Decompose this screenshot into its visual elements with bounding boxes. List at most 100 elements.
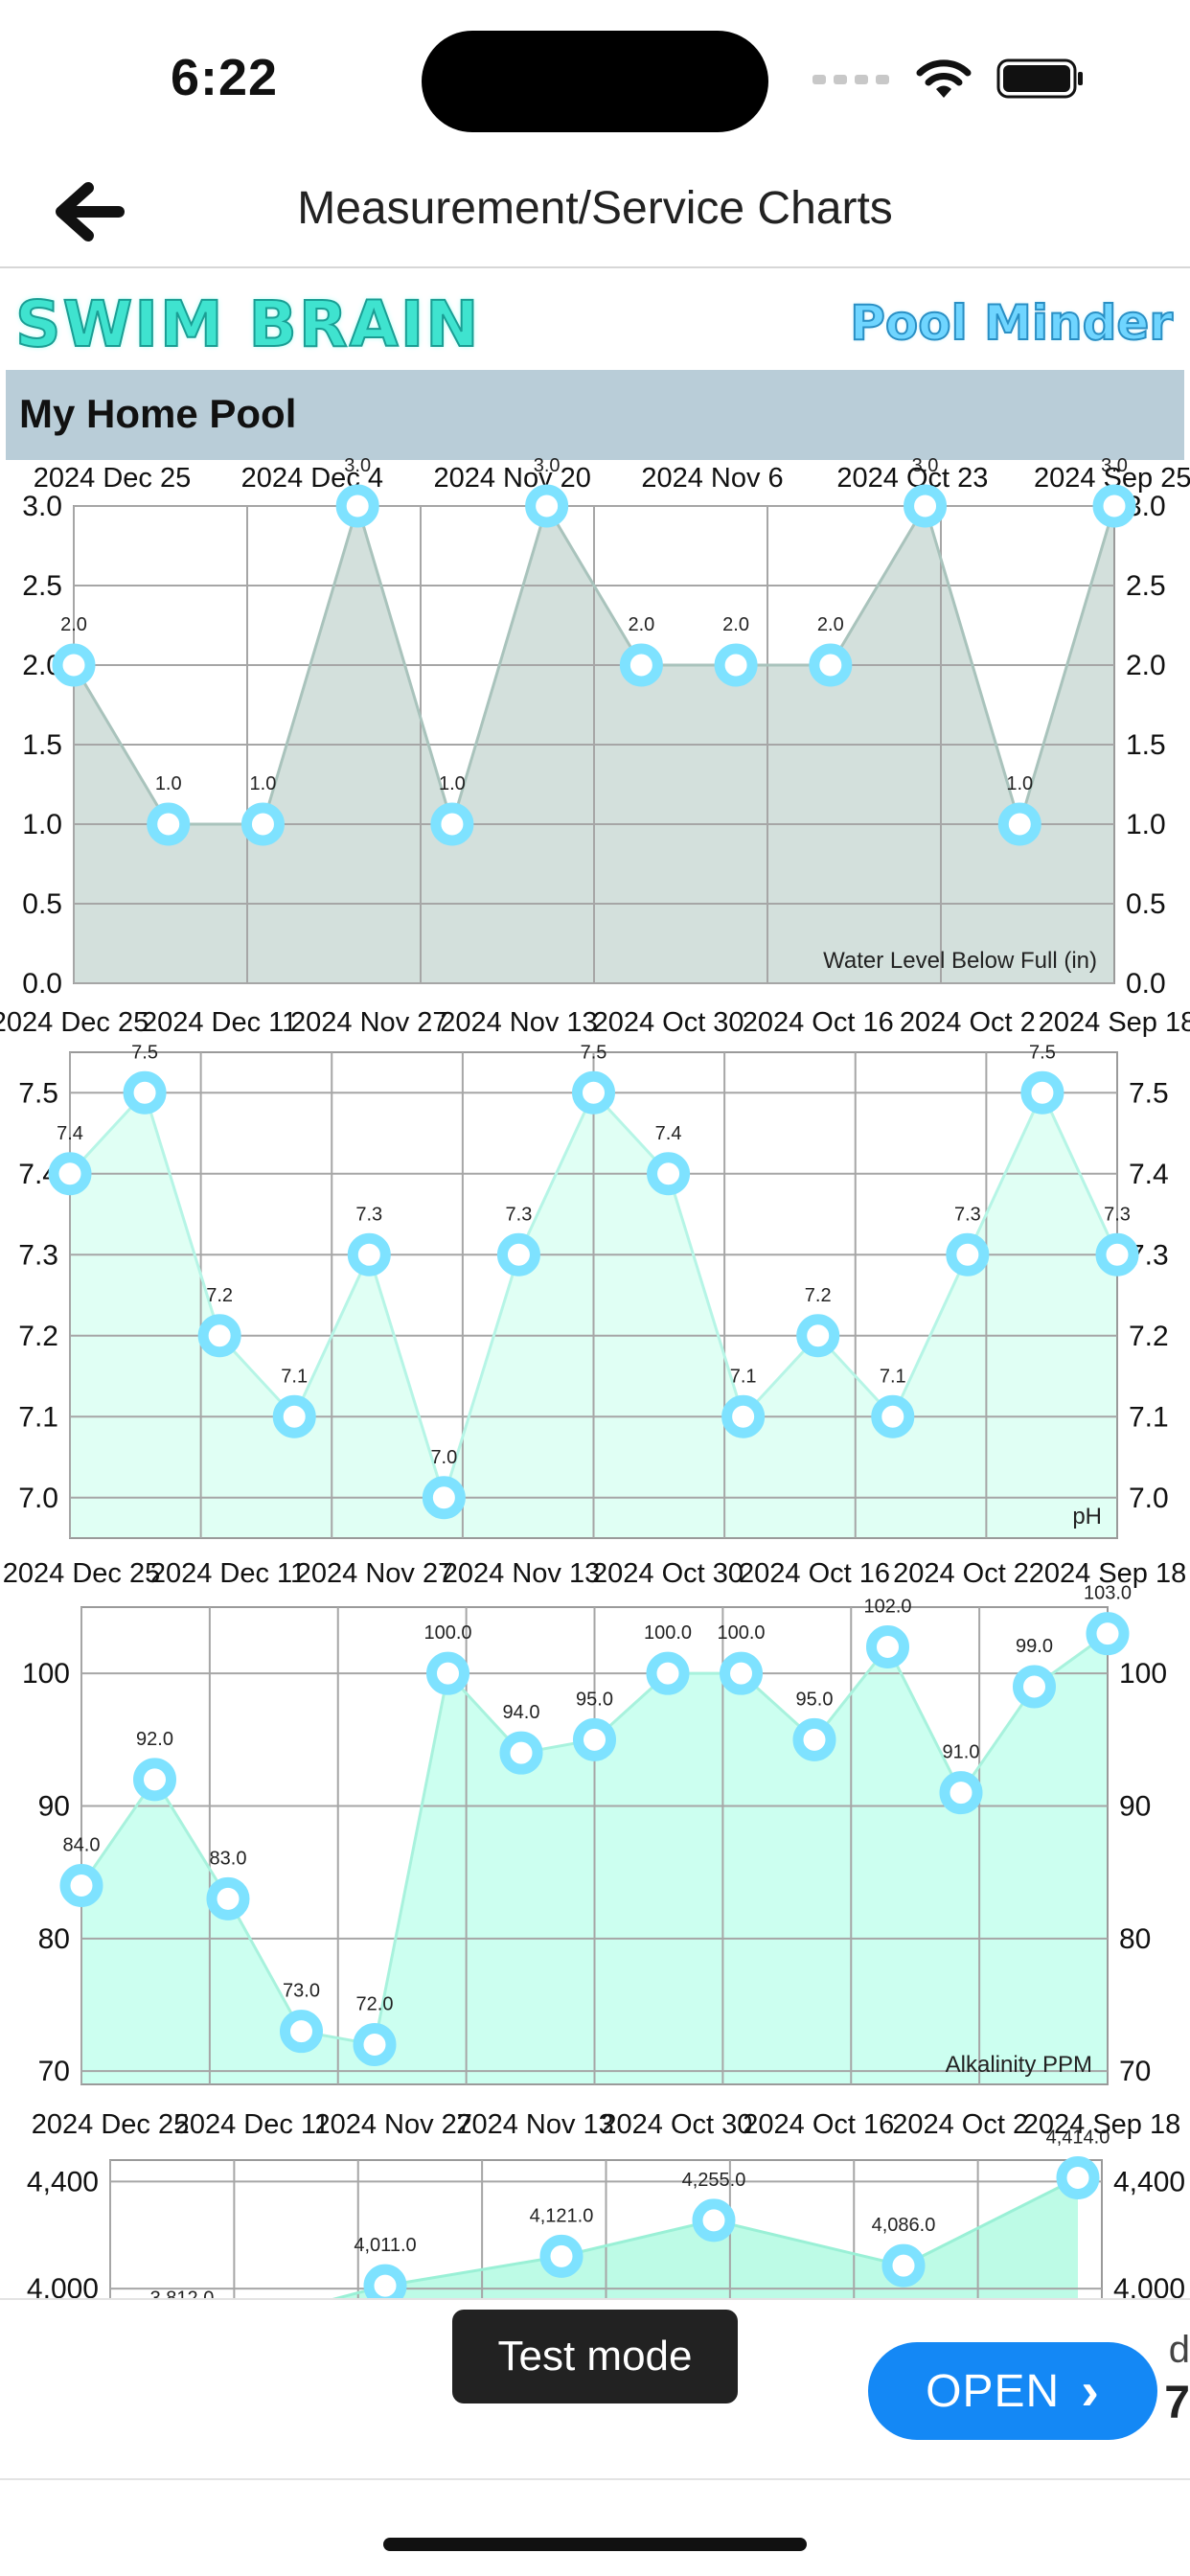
open-button[interactable]: OPEN ›: [868, 2342, 1157, 2440]
data-point: [123, 1070, 167, 1115]
data-value-label: 103.0: [1084, 1583, 1132, 1604]
data-point: [647, 1152, 691, 1196]
data-point: [426, 1651, 469, 1695]
x-axis-label: 2024 Nov 6: [641, 463, 783, 494]
ad-banner: Test mode d 7 OPEN ›: [0, 2298, 1190, 2480]
data-value-label: 100.0: [423, 1622, 471, 1644]
data-point: [946, 1232, 990, 1276]
battery-icon: [996, 58, 1083, 99]
data-value-label: 7.0: [430, 1447, 457, 1468]
data-value-label: 1.0: [439, 773, 466, 794]
x-axis-label: 2024 Nov 27: [290, 1007, 447, 1038]
y-tick-label-right: 90: [1119, 1791, 1151, 1823]
data-point: [792, 1717, 836, 1761]
y-tick-label-right: 1.0: [1126, 809, 1166, 840]
y-tick-label-left: 1.5: [22, 729, 62, 761]
swim-brain-logo: SWIM BRAIN: [14, 287, 481, 362]
y-tick-label-left: 4,400: [27, 2166, 99, 2197]
y-tick-label-right: 0.5: [1126, 888, 1166, 920]
data-point: [52, 643, 96, 687]
x-axis-label: 2024 Oct 2: [900, 1007, 1036, 1038]
y-tick-label-right: 7.1: [1129, 1401, 1169, 1433]
series-label: Water Level Below Full (in): [823, 948, 1097, 974]
y-tick-label-left: 7.5: [18, 1077, 58, 1109]
data-point: [573, 1717, 616, 1761]
y-tick-label-left: 1.0: [22, 809, 62, 840]
data-point: [347, 1232, 391, 1276]
data-point: [59, 1864, 103, 1907]
x-axis-label: 2024 Nov 27: [314, 2109, 471, 2140]
y-tick-label-left: 7.2: [18, 1321, 58, 1352]
series-area: [258, 2177, 1078, 2319]
data-value-label: 83.0: [210, 1848, 247, 1869]
data-point: [619, 643, 663, 687]
data-point: [525, 484, 569, 528]
x-axis-label: 2024 Dec 11: [174, 2109, 330, 2140]
data-point: [539, 2234, 584, 2278]
data-point: [997, 802, 1041, 846]
y-tick-label-left: 7.3: [18, 1239, 58, 1271]
data-value-label: 4,255.0: [682, 2170, 746, 2191]
data-value-label: 100.0: [717, 1622, 765, 1644]
data-value-label: 2.0: [60, 614, 87, 635]
x-axis-label: 2024 Oct 16: [743, 1007, 894, 1038]
data-point: [496, 1232, 540, 1276]
data-point: [796, 1314, 840, 1358]
data-value-label: 102.0: [863, 1597, 911, 1618]
data-point: [430, 802, 474, 846]
data-point: [499, 1731, 543, 1775]
x-axis-label: 2024 Nov 27: [296, 1558, 453, 1589]
y-tick-label-left: 0.5: [22, 888, 62, 920]
data-value-label: 7.1: [281, 1366, 308, 1387]
data-value-label: 1.0: [250, 773, 277, 794]
data-value-label: 1.0: [155, 773, 182, 794]
data-value-label: 72.0: [356, 1994, 394, 2015]
x-axis-label: 2024 Oct 2: [893, 1558, 1029, 1589]
x-axis-label: 2024 Sep 18: [1039, 1007, 1190, 1038]
x-axis-label: 2024 Dec 11: [150, 1558, 306, 1589]
back-arrow-icon[interactable]: [50, 180, 126, 243]
data-point: [133, 1758, 176, 1802]
data-value-label: 73.0: [283, 1981, 320, 2002]
data-value-label: 7.2: [805, 1285, 832, 1306]
y-tick-label-right: 0.0: [1126, 968, 1166, 995]
data-point: [866, 1625, 909, 1668]
data-value-label: 4,121.0: [530, 2205, 594, 2226]
data-point: [197, 1314, 241, 1358]
x-axis-label: 2024 Nov 13: [456, 2109, 613, 2140]
data-value-label: 2.0: [628, 614, 654, 635]
data-value-label: 4,086.0: [872, 2215, 936, 2236]
series-line: [252, 2176, 1079, 2319]
home-indicator[interactable]: [383, 2538, 807, 2551]
test-mode-label: Test mode: [452, 2310, 738, 2404]
data-point: [422, 1476, 466, 1520]
series-label: Alkalinity PPM: [946, 2052, 1092, 2078]
data-value-label: 7.5: [1029, 1042, 1056, 1063]
data-value-label: 91.0: [943, 1742, 980, 1763]
data-point: [240, 802, 285, 846]
x-axis-label: 2024 Oct 16: [743, 2109, 894, 2140]
y-tick-label-left: 80: [38, 1923, 70, 1955]
y-tick-label-right: 1.5: [1126, 729, 1166, 761]
data-value-label: 100.0: [644, 1622, 692, 1644]
x-axis-label: 2024 Dec 25: [0, 1007, 149, 1038]
x-axis-label: 2024 Nov 13: [440, 1007, 597, 1038]
data-point: [48, 1152, 92, 1196]
data-value-label: 7.4: [57, 1123, 83, 1144]
water-level-chart: 2024 Dec 25 2024 Dec 4 2024 Nov 20 2024 Nov…: [22, 458, 1190, 995]
pool-header: My Home Pool: [6, 370, 1184, 460]
y-tick-label-left: 70: [38, 2056, 70, 2087]
data-value-label: 7.5: [131, 1042, 158, 1063]
x-axis-label: 2024 Oct 30: [592, 1558, 744, 1589]
y-tick-label-right: 4,400: [1113, 2166, 1185, 2197]
data-value-label: 7.3: [355, 1204, 382, 1225]
data-value-label: 99.0: [1016, 1636, 1053, 1657]
y-tick-label-left: 7.0: [18, 1483, 58, 1514]
wifi-icon: [916, 59, 972, 98]
data-point: [720, 1651, 763, 1695]
x-axis-label: 2024 Oct 23: [836, 463, 988, 494]
data-point: [335, 484, 379, 528]
data-point: [692, 2198, 736, 2242]
